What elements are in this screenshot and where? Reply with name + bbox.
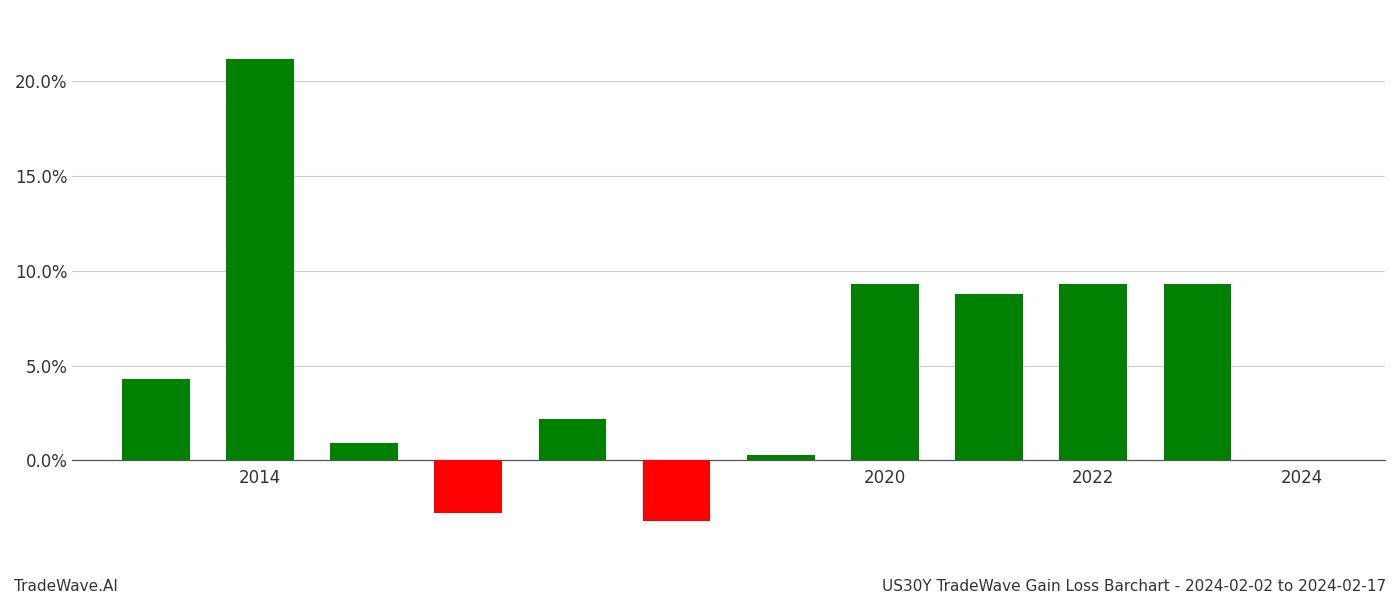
Bar bbox=[955, 293, 1023, 460]
Bar bbox=[225, 59, 294, 460]
Text: US30Y TradeWave Gain Loss Barchart - 2024-02-02 to 2024-02-17: US30Y TradeWave Gain Loss Barchart - 202… bbox=[882, 579, 1386, 594]
Text: TradeWave.AI: TradeWave.AI bbox=[14, 579, 118, 594]
Bar bbox=[851, 284, 918, 460]
Bar bbox=[539, 419, 606, 460]
Bar bbox=[434, 460, 503, 514]
Bar bbox=[122, 379, 189, 460]
Bar bbox=[748, 455, 815, 460]
Bar bbox=[1060, 284, 1127, 460]
Bar bbox=[643, 460, 710, 521]
Bar bbox=[330, 443, 398, 460]
Bar bbox=[1163, 284, 1232, 460]
